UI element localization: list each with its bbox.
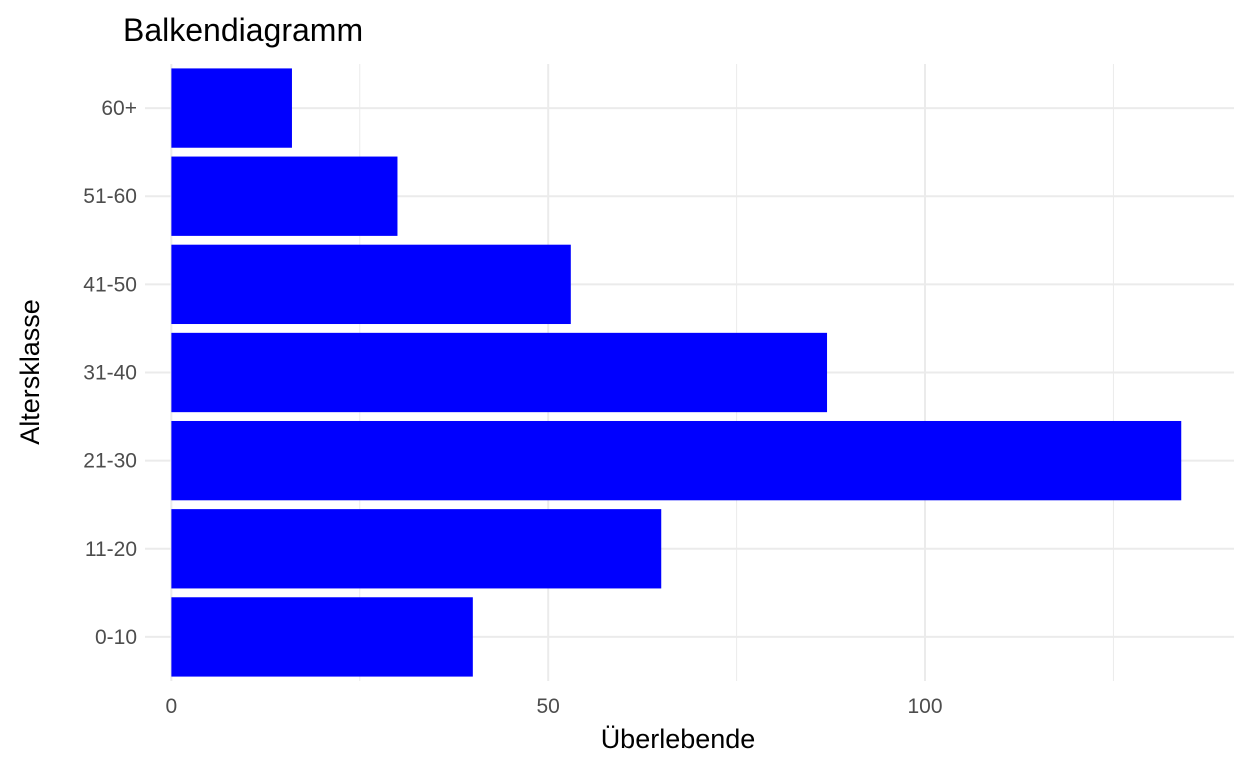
y-tick-label: 51-60 bbox=[83, 185, 137, 208]
bar-41-50 bbox=[171, 244, 571, 325]
y-tick-label: 11-20 bbox=[85, 538, 137, 561]
y-tick-label: 31-40 bbox=[83, 362, 137, 385]
x-tick-label: 50 bbox=[537, 695, 560, 718]
y-tick-label: 21-30 bbox=[83, 450, 137, 473]
bars bbox=[171, 68, 1182, 677]
bar-60+ bbox=[171, 68, 292, 148]
y-tick-label: 0-10 bbox=[95, 626, 137, 649]
y-axis-title: Altersklasse bbox=[15, 299, 45, 445]
y-tick-label: 41-50 bbox=[83, 273, 137, 296]
bar-21-30 bbox=[171, 420, 1182, 501]
bar-11-20 bbox=[171, 509, 662, 589]
bar-51-60 bbox=[171, 156, 398, 236]
x-tick-label: 100 bbox=[907, 695, 942, 718]
y-axis-ticks: 0-10 11-20 21-30 31-40 41-50 51-60 60+ bbox=[83, 97, 137, 649]
bar-0-10 bbox=[171, 597, 473, 677]
x-axis-ticks: 0 50 100 bbox=[166, 695, 943, 718]
y-tick-label: 60+ bbox=[101, 97, 137, 120]
x-tick-label: 0 bbox=[166, 695, 178, 718]
bar-31-40 bbox=[171, 332, 828, 413]
chart-title: Balkendiagramm bbox=[123, 12, 363, 48]
x-axis-title: Überlebende bbox=[601, 724, 756, 754]
